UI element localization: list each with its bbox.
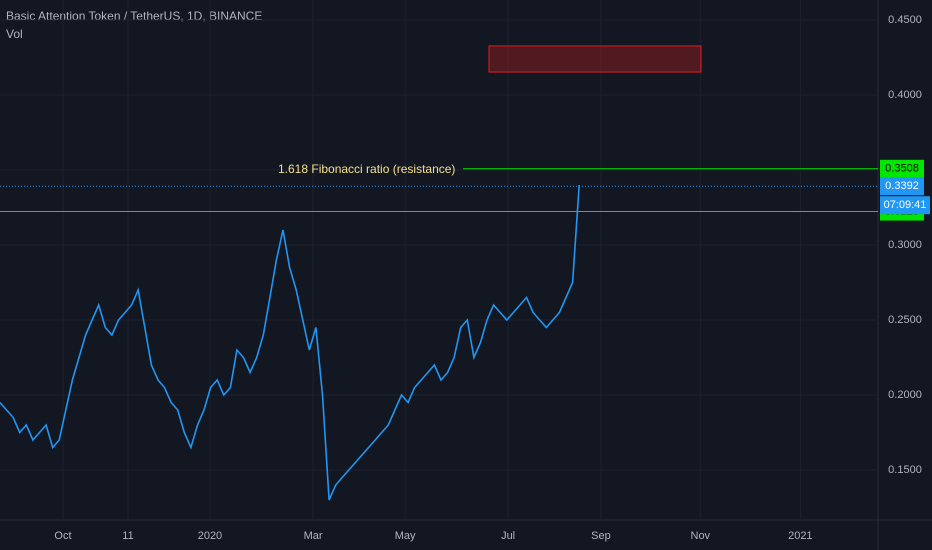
price-line (0, 184, 580, 501)
x-tick-label: 11 (122, 530, 133, 542)
volume-label: Vol (6, 27, 23, 41)
x-tick-label: Sep (591, 530, 611, 542)
countdown-tag (880, 196, 930, 215)
x-tick-label: Nov (691, 530, 711, 542)
plot (0, 0, 878, 520)
x-tick-label: Oct (54, 530, 71, 542)
y-tick-label: 0.2000 (888, 389, 922, 401)
y-tick-label: 0.2500 (888, 314, 922, 326)
x-tick-label: Jul (501, 530, 515, 542)
x-tick-label: Mar (304, 530, 323, 542)
y-tick-label: 0.4500 (888, 14, 922, 26)
x-tick-label: 2020 (198, 530, 222, 542)
price-tag-label: 0.3508 (885, 163, 919, 175)
target-zone (488, 45, 702, 73)
x-tick-label: May (395, 530, 416, 542)
price-tag (880, 159, 924, 178)
y-tick-label: 0.3000 (888, 239, 922, 251)
x-tick-label: 2021 (788, 530, 812, 542)
annotation: 1.618 Fibonacci ratio (resistance) (278, 162, 455, 176)
price-tag (880, 177, 924, 196)
y-tick-label: 0.4000 (888, 89, 922, 101)
chart-title: Basic Attention Token / TetherUS, 1D, BI… (6, 9, 262, 23)
y-tick-label: 0.1500 (888, 464, 922, 476)
price-tag-label: 0.3392 (885, 180, 919, 192)
countdown-label: 07:09:41 (884, 199, 927, 211)
